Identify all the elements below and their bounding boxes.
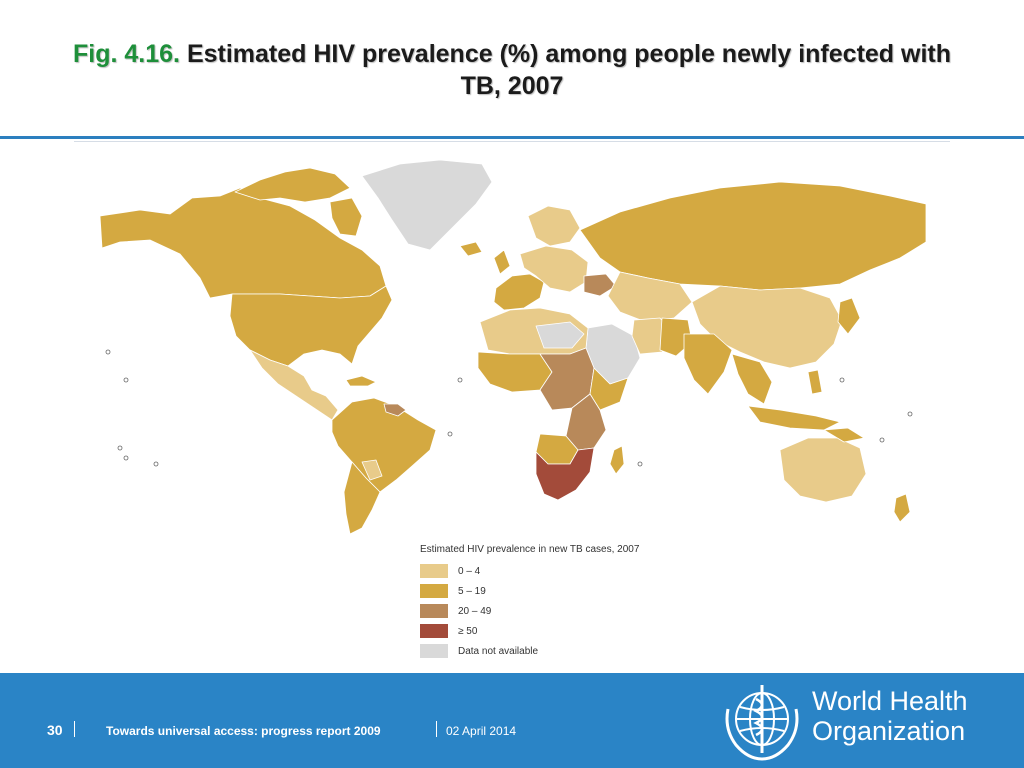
title-line-2: TB, 2007 xyxy=(460,72,564,100)
who-wordmark: World Health Organization xyxy=(812,686,968,746)
region-india xyxy=(683,333,733,395)
region-iceland xyxy=(459,241,483,257)
footer-separator-1 xyxy=(74,721,75,737)
report-title: Towards universal access: progress repor… xyxy=(106,724,381,738)
region-korea-japan xyxy=(837,297,861,335)
island-pacific-1 xyxy=(105,349,111,355)
legend-label-not-available: Data not available xyxy=(458,645,539,657)
island-pacific-6 xyxy=(839,377,845,383)
region-arctic-islands xyxy=(234,167,351,203)
who-name-line-1: World Health xyxy=(812,686,968,716)
legend-item-not-available: Data not available xyxy=(420,641,720,661)
legend-swatch-50-plus xyxy=(420,624,448,638)
region-southeast-asia xyxy=(731,353,773,405)
who-emblem-icon xyxy=(725,685,799,761)
footer-bar xyxy=(0,673,1024,768)
legend-item-5-19: 5 – 19 xyxy=(420,581,720,601)
legend-label-0-4: 0 – 4 xyxy=(458,565,481,577)
island-indian-1 xyxy=(637,461,643,467)
region-europe-central xyxy=(519,245,589,293)
region-philippines xyxy=(807,369,823,395)
legend-swatch-not-available xyxy=(420,644,448,658)
region-ukraine xyxy=(583,273,617,297)
legend-swatch-5-19 xyxy=(420,584,448,598)
region-mexico xyxy=(249,349,339,421)
island-atlantic-2 xyxy=(447,431,453,437)
region-sahara-na xyxy=(535,321,585,349)
island-atlantic-1 xyxy=(457,377,463,383)
region-madagascar xyxy=(609,445,625,475)
legend-label-50-plus: ≥ 50 xyxy=(458,625,478,637)
legend-title: Estimated HIV prevalence in new TB cases… xyxy=(420,544,640,555)
legend-item-50-plus: ≥ 50 xyxy=(420,621,720,641)
title-divider-thin xyxy=(74,141,950,142)
figure-number: Fig. 4.16. xyxy=(73,40,180,68)
page-number: 30 xyxy=(47,722,63,738)
region-australia xyxy=(779,437,867,503)
region-central-asia xyxy=(607,271,693,323)
island-pacific-8 xyxy=(907,411,913,417)
region-indonesia xyxy=(747,405,841,431)
map-legend: Estimated HIV prevalence in new TB cases… xyxy=(420,544,720,661)
region-russia xyxy=(579,181,927,291)
legend-item-0-4: 0 – 4 xyxy=(420,561,720,581)
region-europe-west xyxy=(493,273,545,311)
slide-title: Fig. 4.16. Estimated HIV prevalence (%) … xyxy=(0,38,1024,102)
region-baffin xyxy=(329,197,363,237)
region-guyana-suriname xyxy=(383,403,407,417)
region-west-africa xyxy=(477,351,553,393)
footer-date: 02 April 2014 xyxy=(446,724,517,738)
region-southern-africa xyxy=(535,447,595,501)
island-pacific-7 xyxy=(879,437,885,443)
legend-swatch-0-4 xyxy=(420,564,448,578)
legend-swatch-20-49 xyxy=(420,604,448,618)
legend-item-20-49: 20 – 49 xyxy=(420,601,720,621)
region-papua xyxy=(823,427,865,443)
island-pacific-4 xyxy=(123,455,129,461)
footer-separator-2 xyxy=(436,721,437,737)
region-paraguay xyxy=(361,459,383,481)
who-name-line-2: Organization xyxy=(812,716,966,746)
region-scandinavia xyxy=(527,205,581,247)
region-caribbean xyxy=(345,375,377,387)
region-greenland xyxy=(361,159,493,251)
region-south-america-south xyxy=(343,461,381,535)
legend-label-5-19: 5 – 19 xyxy=(458,585,486,597)
world-map xyxy=(100,159,927,535)
region-new-zealand xyxy=(893,493,911,523)
island-pacific-3 xyxy=(117,445,123,451)
legend-label-20-49: 20 – 49 xyxy=(458,605,492,617)
island-pacific-2 xyxy=(123,377,129,383)
island-pacific-5 xyxy=(153,461,159,467)
title-line-1: Estimated HIV prevalence (%) among peopl… xyxy=(186,40,951,68)
title-divider xyxy=(0,136,1024,139)
region-uk xyxy=(493,249,511,275)
